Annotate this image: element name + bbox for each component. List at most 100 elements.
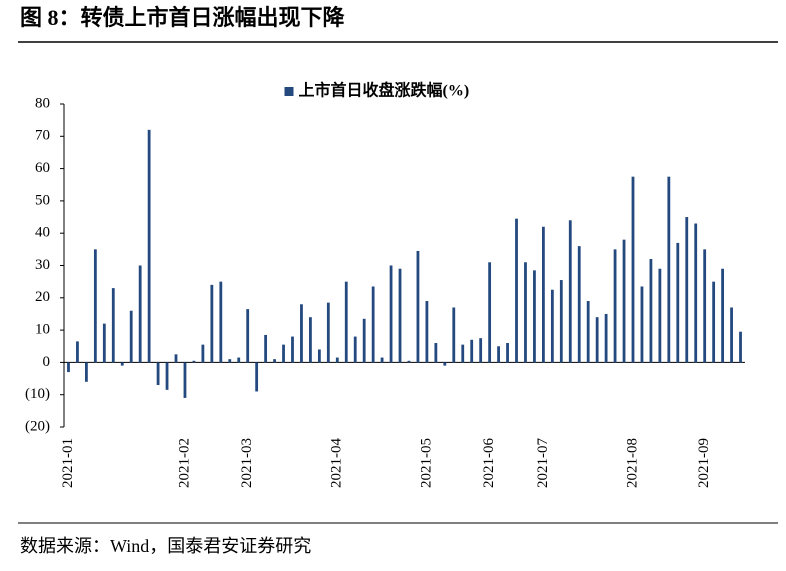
bar [183, 362, 187, 398]
bar [434, 343, 438, 363]
bar [85, 362, 88, 382]
bar [264, 334, 268, 363]
bar [192, 360, 196, 363]
bar [703, 249, 707, 363]
bar [389, 265, 393, 363]
x-tick-label: 2021-04 [329, 438, 345, 488]
bar [362, 318, 366, 363]
bar [282, 344, 285, 363]
bar [380, 357, 384, 363]
bar [398, 268, 402, 363]
bar [344, 281, 348, 363]
bar [640, 286, 644, 363]
x-tick-label: 2021-01 [60, 438, 76, 488]
x-tick-label: 2021-02 [176, 438, 192, 488]
bar [721, 268, 724, 363]
bar [335, 357, 339, 363]
bar [479, 338, 483, 363]
bar [353, 336, 357, 363]
bar [568, 220, 572, 363]
x-tick-label: 2021-05 [418, 438, 434, 488]
bar [470, 339, 474, 363]
y-tick-label: 60 [35, 160, 50, 176]
bar [156, 362, 160, 386]
bar [120, 362, 124, 366]
bar [237, 357, 241, 363]
bar [667, 176, 671, 363]
y-tick-label: 50 [35, 192, 50, 208]
bar [138, 265, 142, 363]
bar [533, 270, 536, 363]
y-tick-label: 40 [35, 225, 50, 241]
source: 数据来源：Wind，国泰君安证券研究 [20, 536, 311, 556]
bar [631, 176, 635, 363]
bar [416, 250, 420, 363]
chart-title: 图 8：转债上市首日涨幅出现下降 [20, 5, 346, 30]
bar [676, 242, 680, 363]
bar [443, 362, 447, 366]
bar [649, 259, 653, 363]
bar [550, 289, 554, 363]
bar [228, 359, 232, 363]
bar [129, 310, 133, 363]
bar [210, 284, 214, 363]
bar [165, 362, 169, 390]
bar [559, 280, 563, 363]
x-tick-label: 2021-06 [481, 438, 497, 488]
bar [111, 288, 115, 363]
bar [255, 362, 259, 392]
y-tick-label: 10 [35, 322, 50, 338]
y-tick-label: 0 [43, 354, 51, 370]
bar [712, 281, 716, 363]
bar [102, 323, 106, 363]
bar [309, 317, 312, 363]
bar [273, 359, 276, 363]
bar [93, 249, 97, 363]
y-tick-label: 70 [35, 128, 50, 144]
y-tick-label: (20) [25, 418, 50, 434]
bar [595, 317, 599, 363]
bar [201, 344, 205, 363]
x-tick-label: 2021-07 [535, 438, 551, 488]
legend-label: 上市首日收盘涨跌幅(%) [299, 81, 470, 100]
bar [730, 307, 733, 363]
bar [515, 218, 518, 363]
bar [461, 344, 465, 363]
bar [488, 262, 492, 363]
bar [497, 346, 500, 363]
y-tick-label: 80 [35, 95, 50, 111]
bar [67, 362, 70, 373]
bar [407, 360, 411, 363]
legend-swatch [284, 87, 294, 96]
bar [174, 354, 178, 363]
bar [291, 336, 294, 363]
bar [622, 239, 626, 363]
x-tick-label: 2021-09 [696, 438, 712, 488]
x-tick-label: 2021-03 [239, 438, 255, 488]
bar [524, 262, 527, 363]
bar [452, 307, 456, 363]
y-tick-label: (10) [25, 386, 50, 402]
bar [425, 301, 429, 363]
bar [317, 349, 321, 363]
bar [541, 226, 545, 363]
bar [613, 249, 617, 363]
bar [739, 331, 742, 363]
bar [246, 309, 250, 363]
bar [219, 281, 223, 363]
bar [658, 268, 662, 363]
x-tick-label: 2021-08 [624, 438, 640, 488]
bar [586, 301, 590, 363]
bar [326, 302, 330, 363]
bar [300, 304, 303, 363]
y-tick-label: 30 [35, 257, 50, 273]
bar [577, 246, 581, 363]
bar [371, 286, 375, 363]
bar [76, 341, 79, 363]
bar [694, 223, 698, 363]
bar [604, 313, 608, 363]
bar [506, 343, 509, 363]
bar [685, 217, 689, 363]
